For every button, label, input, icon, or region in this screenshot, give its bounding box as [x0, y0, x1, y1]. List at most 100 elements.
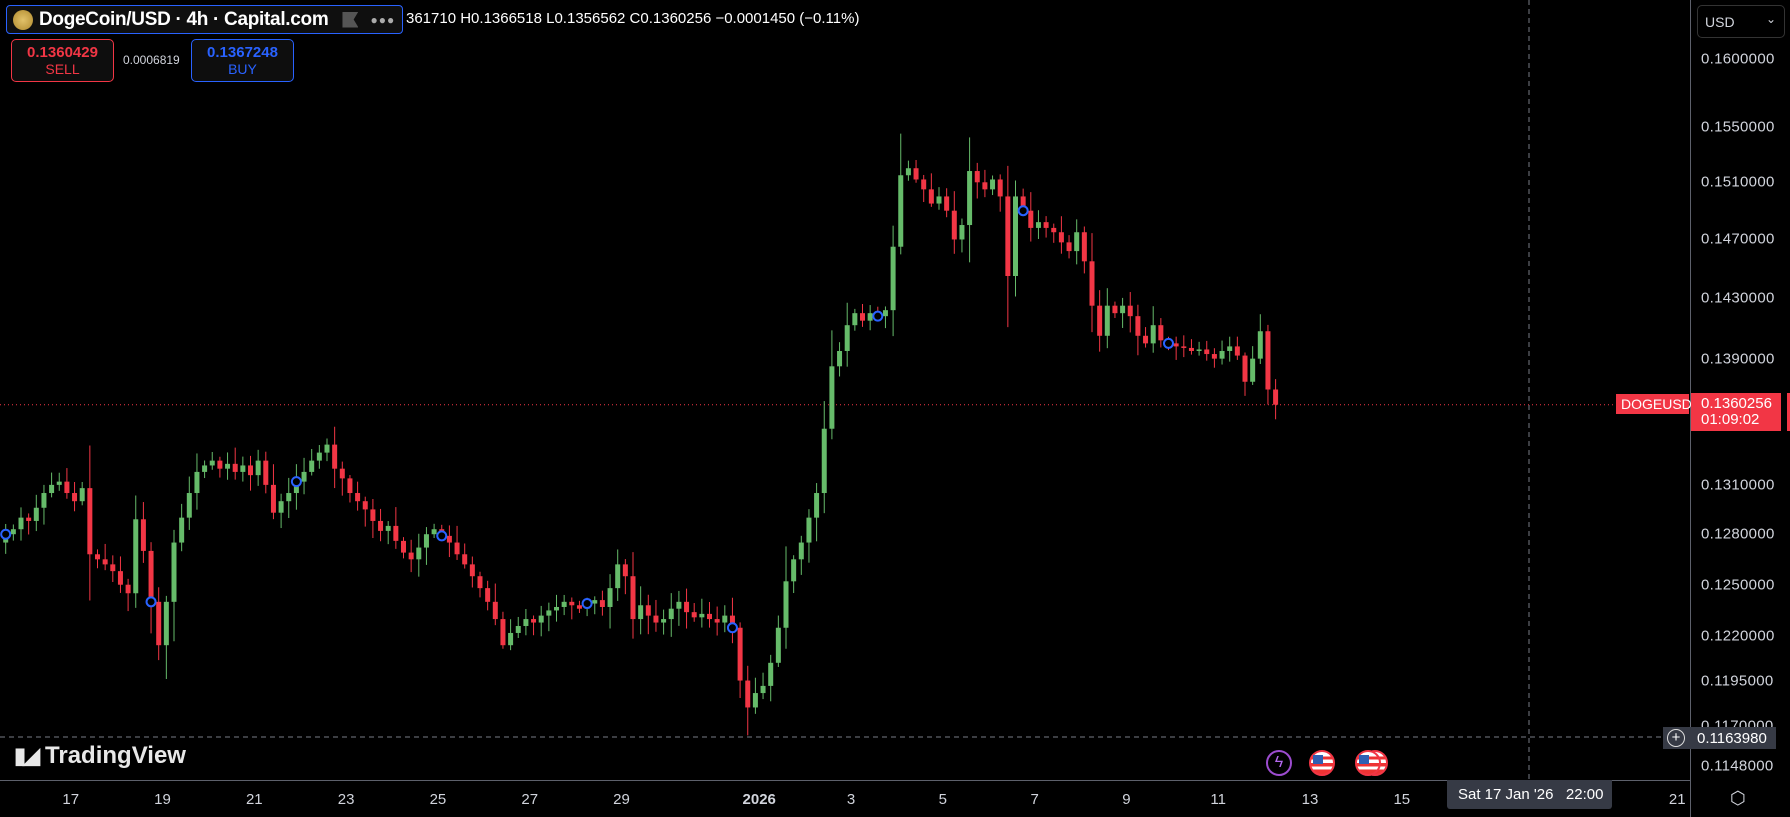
candle-down — [401, 540, 406, 553]
candle-up — [79, 488, 85, 502]
candle-down — [599, 600, 605, 607]
event-marker[interactable] — [581, 598, 593, 610]
candle-up — [615, 564, 621, 589]
candle-up — [768, 662, 774, 686]
candle-down — [1097, 305, 1103, 336]
symbol-title: DogeCoin/USD · 4h · Capital.com — [39, 8, 329, 30]
candle-up — [607, 588, 613, 607]
buy-price: 0.1367248 — [207, 44, 278, 61]
candle-up — [49, 484, 55, 494]
candle-down — [462, 554, 468, 565]
event-marker[interactable] — [436, 530, 448, 542]
candle-up — [668, 608, 674, 620]
candle-down — [339, 468, 345, 479]
candle-up — [837, 350, 843, 367]
candle-up — [905, 168, 911, 176]
flash-news-event-icon[interactable]: ϟ — [1266, 750, 1292, 776]
price-tick-label: 0.1550000 — [1701, 118, 1775, 136]
candle-up — [10, 529, 16, 535]
event-marker[interactable] — [1163, 337, 1174, 349]
candle-up — [638, 605, 644, 620]
candle-up — [301, 471, 307, 482]
candle-up — [661, 619, 667, 623]
us-flag-event-icon[interactable] — [1355, 750, 1381, 776]
candle-up — [791, 559, 797, 582]
time-tick-label: 3 — [846, 791, 856, 808]
sell-button[interactable]: 0.1360429 SELL — [11, 39, 114, 82]
candle-down — [737, 627, 743, 681]
flag-icon[interactable] — [342, 11, 359, 28]
candle-up — [775, 627, 781, 663]
candle-down — [860, 313, 865, 321]
candle-up — [179, 517, 185, 543]
price-tick-label: 0.1430000 — [1701, 289, 1775, 307]
candle-up — [202, 465, 208, 472]
candle-up — [416, 547, 422, 560]
chevron-down-icon: ⌄ — [1765, 12, 1776, 26]
sell-label: SELL — [45, 61, 80, 77]
candle-down — [469, 564, 475, 577]
crosshair-price-label: 0.1163980 — [1663, 727, 1776, 749]
us-flag-event-icon[interactable] — [1309, 750, 1335, 776]
candle-up — [515, 626, 521, 633]
candle-down — [1158, 325, 1164, 341]
symbol-title-box[interactable]: DogeCoin/USD · 4h · Capital.com ●●● — [6, 5, 403, 34]
add-alert-plus-icon[interactable]: + — [1667, 729, 1685, 747]
more-icon[interactable]: ●●● — [370, 12, 396, 27]
candle-up — [18, 517, 24, 530]
candle-down — [332, 444, 338, 469]
event-marker[interactable] — [872, 310, 884, 322]
candle-down — [951, 210, 957, 240]
tradingview-logo[interactable]: ▮◢ TradingView — [14, 742, 186, 770]
candle-up — [890, 246, 896, 311]
buy-button[interactable]: 0.1367248 BUY — [191, 39, 294, 82]
candle-up — [209, 460, 215, 466]
time-axis[interactable] — [0, 780, 1690, 817]
candle-down — [944, 196, 950, 211]
chart-pane[interactable] — [0, 0, 1690, 780]
currency-label: USD — [1705, 14, 1735, 30]
event-marker[interactable] — [145, 596, 157, 608]
event-marker[interactable] — [0, 528, 12, 540]
time-tick-label: 25 — [429, 791, 447, 808]
candle-down — [1005, 196, 1011, 276]
candle-up — [1196, 349, 1202, 351]
candle-up — [523, 619, 529, 627]
event-marker[interactable] — [726, 622, 738, 634]
candle-down — [1173, 343, 1179, 347]
candle-down — [691, 612, 697, 618]
settings-icon[interactable]: ⬡ — [1730, 788, 1746, 808]
candle-up — [171, 542, 177, 602]
candle-down — [576, 605, 582, 609]
candle-up — [286, 493, 292, 502]
candle-down — [347, 478, 353, 494]
event-marker[interactable] — [1017, 205, 1029, 217]
candle-down — [110, 564, 116, 572]
candle-up — [852, 313, 858, 326]
candle-down — [1273, 389, 1279, 405]
price-axis[interactable] — [1690, 0, 1790, 817]
current-price-label: 0.1360256 01:09:02 — [1691, 393, 1781, 431]
candlestick-plot[interactable] — [0, 0, 1690, 780]
candle-down — [630, 576, 636, 620]
candle-up — [699, 613, 705, 618]
event-marker[interactable] — [290, 476, 302, 488]
candle-down — [355, 493, 361, 502]
candle-up — [324, 444, 330, 453]
candle-down — [95, 554, 100, 560]
candle-up — [882, 310, 888, 317]
candle-down — [653, 615, 659, 623]
candle-down — [248, 465, 253, 476]
candle-down — [446, 535, 452, 543]
candle-up — [1150, 325, 1156, 344]
candle-down — [1058, 232, 1064, 243]
currency-dropdown[interactable]: USD ⌄ — [1697, 5, 1785, 38]
candle-up — [41, 493, 47, 508]
candle-down — [26, 517, 32, 521]
time-tick-label: 7 — [1030, 791, 1039, 808]
candle-up — [821, 428, 827, 494]
candle-down — [1089, 261, 1095, 306]
price-tick-label: 0.1600000 — [1701, 50, 1775, 68]
current-price: 0.1360256 — [1701, 395, 1772, 412]
candle-down — [982, 182, 988, 190]
